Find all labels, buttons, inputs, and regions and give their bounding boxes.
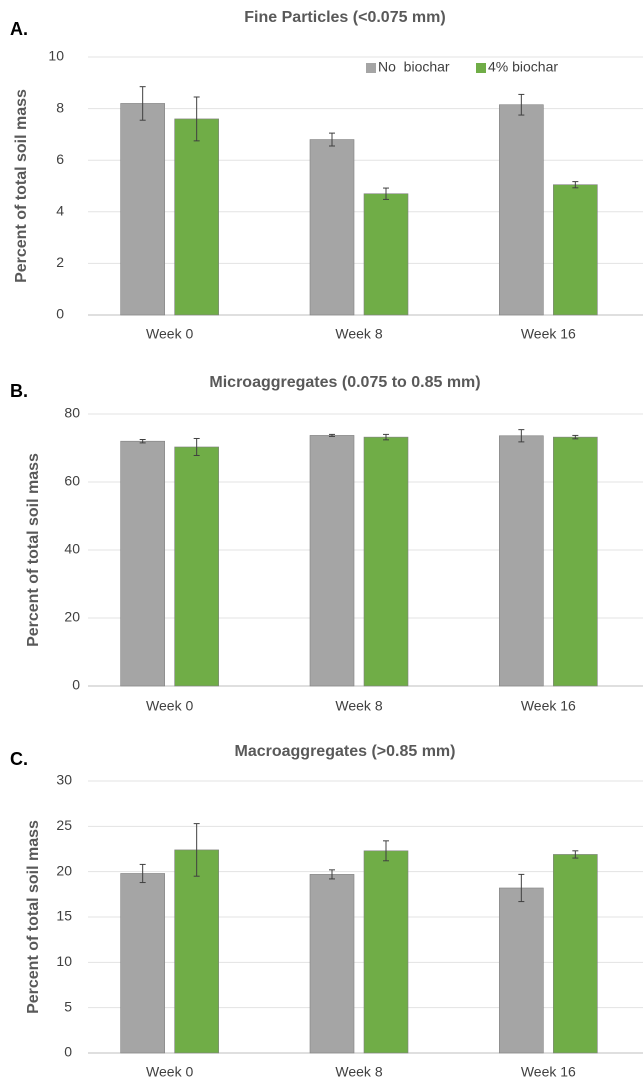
y-tick-label: 5 <box>64 998 72 1014</box>
error-bar <box>383 840 389 862</box>
x-tick-label: Week 0 <box>146 326 193 342</box>
error-bar <box>383 433 389 441</box>
y-tick-label: 8 <box>56 99 64 115</box>
y-tick-label: 30 <box>56 772 72 788</box>
legend-label: 4% biochar <box>488 59 558 75</box>
y-axis-label: Percent of total soil mass <box>25 820 42 1014</box>
error-bar <box>518 873 525 903</box>
bar <box>174 849 219 1054</box>
error-bar <box>139 863 146 884</box>
y-axis-label: Percent of total soil mass <box>25 453 42 647</box>
error-bar <box>518 429 525 443</box>
x-tick-label: Week 16 <box>521 1064 576 1080</box>
y-tick-label: 0 <box>56 306 64 322</box>
y-tick-label: 15 <box>56 908 72 924</box>
x-tick-label: Week 16 <box>521 698 576 714</box>
bar <box>553 184 598 316</box>
legend-swatch <box>476 63 486 73</box>
x-tick-label: Week 0 <box>146 698 193 714</box>
y-tick-label: 0 <box>64 1044 72 1060</box>
chart-title: Fine Particles (<0.075 mm) <box>244 9 445 26</box>
error-bar <box>193 437 200 456</box>
error-bar <box>193 823 200 877</box>
panel-label: B. <box>10 381 28 401</box>
bar <box>363 850 409 1054</box>
chart-title: Microaggregates (0.075 to 0.85 mm) <box>209 374 480 391</box>
bar <box>363 193 409 316</box>
error-bar <box>572 434 579 440</box>
bar <box>363 436 409 687</box>
bar <box>174 446 219 687</box>
bar <box>309 139 355 316</box>
panel-label: A. <box>10 19 28 39</box>
bar <box>499 435 544 687</box>
x-tick-label: Week 8 <box>335 1064 382 1080</box>
bar <box>553 854 598 1054</box>
y-tick-label: 20 <box>56 862 72 878</box>
y-tick-label: 4 <box>56 203 64 219</box>
x-tick-label: Week 8 <box>335 698 382 714</box>
bar <box>499 887 544 1054</box>
legend-swatch <box>366 63 376 73</box>
x-tick-label: Week 8 <box>335 326 382 342</box>
legend-label: No biochar <box>378 59 450 75</box>
y-tick-label: 6 <box>56 151 64 167</box>
bar <box>309 435 355 687</box>
error-bar <box>329 433 335 437</box>
y-tick-label: 40 <box>64 541 80 557</box>
bar <box>120 103 165 316</box>
error-bar <box>329 132 335 147</box>
error-bar <box>193 96 200 142</box>
y-tick-label: 2 <box>56 254 64 270</box>
error-bar <box>139 86 146 121</box>
error-bar <box>572 850 579 859</box>
error-bar <box>329 869 335 880</box>
error-bar <box>383 187 389 200</box>
error-bar <box>572 181 579 189</box>
y-tick-label: 80 <box>64 405 80 421</box>
y-tick-label: 60 <box>64 473 80 489</box>
y-tick-label: 25 <box>56 817 72 833</box>
y-axis-label: Percent of total soil mass <box>13 89 30 283</box>
error-bar <box>139 439 146 444</box>
error-bar <box>518 93 525 116</box>
bar <box>499 104 544 316</box>
bar <box>120 873 165 1054</box>
y-tick-label: 20 <box>64 609 80 625</box>
bar <box>120 440 165 687</box>
y-tick-label: 10 <box>48 48 64 64</box>
bar <box>309 874 355 1054</box>
chart-title: Macroaggregates (>0.85 mm) <box>235 743 456 760</box>
x-tick-label: Week 16 <box>521 326 576 342</box>
y-tick-label: 10 <box>56 953 72 969</box>
bar <box>553 436 598 687</box>
bar <box>174 118 219 316</box>
x-tick-label: Week 0 <box>146 1064 193 1080</box>
y-tick-label: 0 <box>72 677 80 693</box>
panel-label: C. <box>10 749 28 769</box>
